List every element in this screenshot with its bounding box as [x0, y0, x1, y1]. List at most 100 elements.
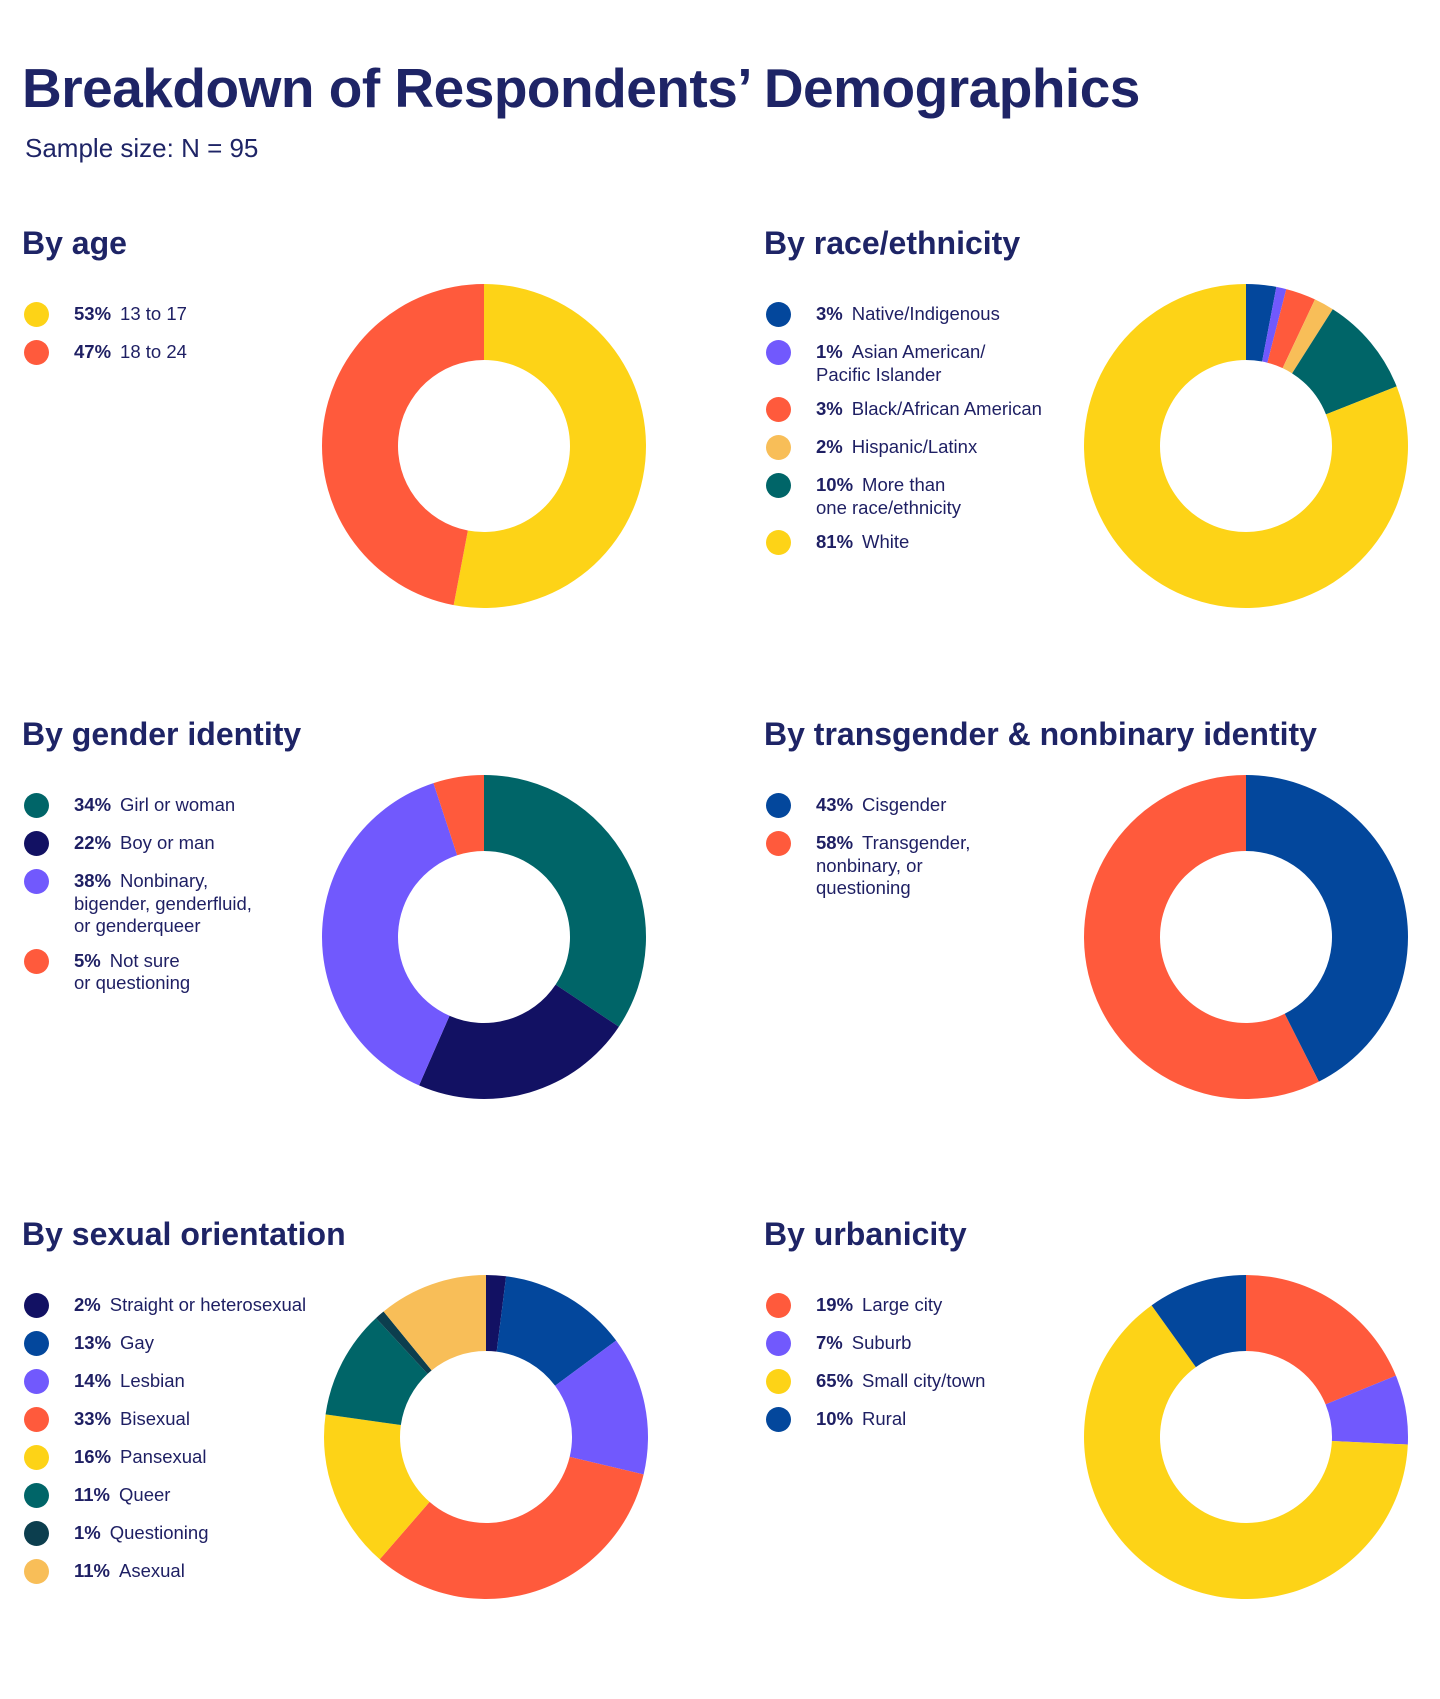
legend-text: 81% White: [816, 529, 1086, 554]
legend-percent: 11%: [74, 1484, 111, 1505]
legend-item-girl-or-woman: 34% Girl or woman: [24, 792, 344, 820]
legend-text: 33% Bisexual: [74, 1406, 344, 1431]
legend-item-rural: 10% Rural: [766, 1406, 1086, 1434]
legend-percent: 19%: [816, 1294, 854, 1315]
legend-percent: 33%: [74, 1408, 112, 1429]
legend-text: 1% Asian American/ Pacific Islander: [816, 339, 1086, 386]
legend: 43% Cisgender 58% Transgender, nonbinary, o…: [766, 792, 1086, 910]
legend-label: Asexual: [119, 1560, 185, 1581]
legend-item-more-than-one-race-ethnicity: 10% More than one race/ethnicity: [766, 472, 1086, 519]
legend-label: Cisgender: [862, 794, 947, 815]
legend-percent: 10%: [816, 474, 854, 495]
legend-item-lesbian: 14% Lesbian: [24, 1368, 344, 1396]
donut-slice-asexual: [383, 1275, 486, 1371]
legend-text: 22% Boy or man: [74, 830, 344, 855]
legend-label: Girl or woman: [120, 794, 236, 815]
legend-label: 13 to 17: [120, 303, 187, 324]
legend-label: Native/Indigenous: [851, 303, 1000, 324]
chart-title: By race/ethnicity: [764, 225, 1021, 261]
legend-label: Lesbian: [120, 1370, 185, 1391]
legend-item-asian-american-pacific-islander: 1% Asian American/ Pacific Islander: [766, 339, 1086, 386]
donut-slice-boy-or-man: [419, 984, 619, 1099]
donut-slice-small-city-town: [1084, 1305, 1408, 1599]
legend-text: 10% More than one race/ethnicity: [816, 472, 1086, 519]
donut-slice-not-sure-or-questioning: [433, 775, 484, 856]
legend-item-small-city-town: 65% Small city/town: [766, 1368, 1086, 1396]
chart-title: By sexual orientation: [22, 1216, 346, 1252]
legend-text: 34% Girl or woman: [74, 792, 344, 817]
legend-text: 10% Rural: [816, 1406, 1086, 1431]
legend-text: 13% Gay: [74, 1330, 344, 1355]
legend-item-large-city: 19% Large city: [766, 1292, 1086, 1320]
legend-percent: 22%: [74, 832, 112, 853]
legend-text: 14% Lesbian: [74, 1368, 344, 1393]
legend-swatch: [766, 1369, 791, 1394]
legend-text: 11% Asexual: [74, 1558, 344, 1583]
legend-percent: 81%: [816, 531, 854, 552]
chart-race-ethnicity: By race/ethnicity 3% Native/Indigenous 1% A…: [764, 225, 1440, 705]
legend-item-transgender-nonbinary-or-questioning: 58% Transgender, nonbinary, or questionin…: [766, 830, 1086, 900]
legend-label: Asian American/ Pacific Islander: [816, 341, 986, 385]
chart-age: By age 53% 13 to 17 47% 18 to 24: [22, 225, 742, 705]
legend-swatch: [766, 1293, 791, 1318]
legend-swatch: [766, 473, 791, 498]
legend-label: 18 to 24: [120, 341, 187, 362]
legend: 2% Straight or heterosexual 13% Gay 14% Lesbi…: [24, 1292, 344, 1596]
legend-swatch: [766, 397, 791, 422]
legend-percent: 16%: [74, 1446, 112, 1467]
sample-size: Sample size: N = 95: [25, 133, 259, 163]
legend-swatch: [24, 1559, 49, 1584]
legend-text: 2% Straight or heterosexual: [74, 1292, 344, 1317]
legend-label: Bisexual: [120, 1408, 190, 1429]
legend-item-boy-or-man: 22% Boy or man: [24, 830, 344, 858]
legend-percent: 2%: [74, 1294, 101, 1315]
legend-percent: 1%: [74, 1522, 101, 1543]
legend-item-questioning: 1% Questioning: [24, 1520, 344, 1548]
donut-slice-transgender-nonbinary-or-questioning: [1084, 775, 1319, 1099]
legend: 19% Large city 7% Suburb 65% Small city/town 1…: [766, 1292, 1086, 1444]
donut-slice-18-to-24: [322, 284, 484, 606]
legend-label: Not sure or questioning: [74, 949, 191, 994]
legend-swatch: [24, 1407, 49, 1432]
donut-slice-pansexual: [324, 1414, 430, 1560]
legend-label: Suburb: [851, 1332, 912, 1353]
legend-swatch: [766, 793, 791, 818]
legend-percent: 34%: [74, 794, 112, 815]
donut-slice-questioning: [375, 1311, 432, 1374]
legend-percent: 3%: [816, 398, 843, 419]
donut-slice-rural: [1151, 1275, 1246, 1368]
donut-slice-black-african-american: [1267, 289, 1315, 369]
legend-item-white: 81% White: [766, 529, 1086, 557]
donut-slice-native-indigenous: [1246, 284, 1277, 362]
donut-slice-gay: [496, 1276, 617, 1386]
donut-slice-nonbinary-bigender-genderfluid-or-genderqueer: [322, 783, 458, 1086]
donut-slice-lesbian: [555, 1340, 648, 1475]
donut-slice-girl-or-woman: [484, 775, 646, 1027]
legend-percent: 13%: [74, 1332, 112, 1353]
donut-slice-13-to-17: [453, 284, 646, 608]
legend-percent: 38%: [74, 870, 112, 891]
donut-slice-suburb: [1325, 1375, 1408, 1445]
legend-percent: 53%: [74, 303, 112, 324]
legend-swatch: [766, 1407, 791, 1432]
donut-chart: [324, 1275, 648, 1599]
legend-label: Rural: [862, 1408, 907, 1429]
chart-sexual-orientation: By sexual orientation 2% Straight or hete…: [22, 1216, 742, 1696]
legend-swatch: [766, 530, 791, 555]
legend-label: Small city/town: [862, 1370, 986, 1391]
legend-percent: 10%: [816, 1408, 854, 1429]
legend-item-13-to-17: 53% 13 to 17: [24, 301, 344, 329]
chart-title: By age: [22, 225, 127, 261]
legend-percent: 65%: [816, 1370, 854, 1391]
legend-swatch: [24, 1293, 49, 1318]
legend-percent: 14%: [74, 1370, 112, 1391]
chart-urbanicity: By urbanicity 19% Large city 7% Suburb 65% Sm…: [764, 1216, 1440, 1696]
legend-text: 2% Hispanic/Latinx: [816, 434, 1086, 459]
legend-label: Transgender, nonbinary, or questioning: [816, 832, 971, 898]
legend-label: Large city: [862, 1294, 943, 1315]
legend-label: Queer: [119, 1484, 171, 1505]
legend-swatch: [24, 831, 49, 856]
legend-item-bisexual: 33% Bisexual: [24, 1406, 344, 1434]
donut-chart: [1084, 775, 1408, 1099]
legend-percent: 3%: [816, 303, 843, 324]
